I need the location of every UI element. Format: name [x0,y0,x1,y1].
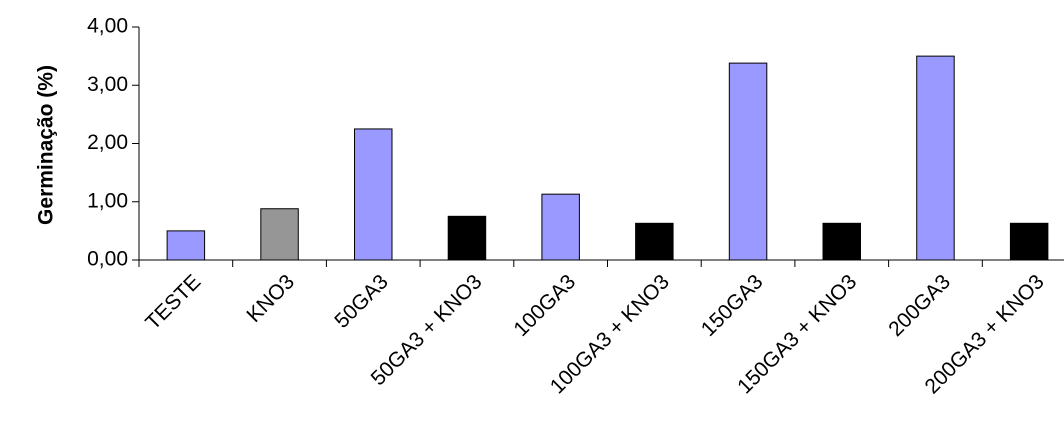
y-axis: 0,00 1,00 2,00 3,00 4,00 [87,15,140,271]
y-tick-label: 3,00 [87,73,128,96]
bar [541,193,580,261]
bar [635,222,674,261]
bar [916,55,955,261]
x-tick-label: 200GA3 [884,270,955,341]
x-tick-label: 100GA3 [509,270,580,341]
bar [728,62,768,261]
bars [166,55,1049,261]
y-tick-label: 0,00 [87,248,128,271]
bar [822,222,861,261]
y-tick-label: 1,00 [87,189,128,212]
y-tick-label: 2,00 [87,131,128,154]
x-tick-label: KNO3 [242,270,299,327]
x-tick-label: 150GA3 [697,270,768,341]
bar [447,215,487,261]
bar [166,230,206,261]
y-axis-title: Germinação (%) [35,65,58,225]
bar [354,128,393,261]
y-tick-label: 4,00 [87,15,128,38]
x-tick-label: TESTE [141,270,205,334]
bar [1009,222,1049,261]
x-tick-label: 50GA3 [330,270,393,333]
bar [260,208,299,261]
x-axis [138,259,1064,267]
